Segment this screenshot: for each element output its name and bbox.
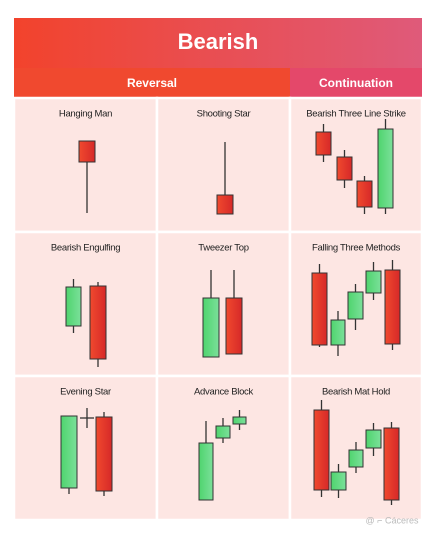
candle xyxy=(336,156,353,181)
pattern-label: Hanging Man xyxy=(59,109,112,120)
candle xyxy=(65,286,82,327)
candle xyxy=(215,425,231,439)
candle xyxy=(216,194,234,215)
pattern-label: Shooting Star xyxy=(197,109,251,120)
watermark: @ ⌐ Cáceres xyxy=(366,515,419,525)
candle xyxy=(78,140,96,163)
pattern-label: Bearish Engulfing xyxy=(51,243,120,254)
cell xyxy=(288,96,424,234)
group-header xyxy=(290,68,422,98)
candle xyxy=(365,429,382,449)
title: Bearish xyxy=(178,29,259,54)
cell xyxy=(155,374,292,522)
candle xyxy=(384,269,401,345)
group-label: Continuation xyxy=(319,76,393,90)
candle xyxy=(330,471,347,491)
candle xyxy=(89,285,107,360)
cell xyxy=(12,230,159,378)
title-band xyxy=(14,18,422,68)
candle xyxy=(95,416,113,492)
pattern-label: Bearish Three Line Strike xyxy=(306,109,406,120)
candle xyxy=(315,131,332,156)
cell xyxy=(12,96,159,234)
candle xyxy=(348,449,364,468)
candle xyxy=(232,416,247,425)
group-header xyxy=(14,68,290,98)
cell xyxy=(12,374,159,522)
candle xyxy=(60,415,78,489)
candle xyxy=(311,272,328,346)
candle xyxy=(377,128,394,209)
cell xyxy=(155,230,292,378)
pattern-label: Advance Block xyxy=(194,387,253,398)
pattern-label: Evening Star xyxy=(60,387,111,398)
group-label: Reversal xyxy=(127,76,177,90)
candle xyxy=(330,319,346,346)
candle xyxy=(225,297,243,355)
candle xyxy=(356,180,373,208)
candle xyxy=(198,442,214,501)
candle xyxy=(365,270,382,294)
candle xyxy=(383,427,400,501)
candle xyxy=(313,409,330,491)
pattern-label: Tweezer Top xyxy=(198,243,248,254)
candle xyxy=(202,297,220,358)
pattern-label: Bearish Mat Hold xyxy=(322,387,390,398)
pattern-label: Falling Three Methods xyxy=(312,243,401,254)
candle xyxy=(347,291,364,320)
